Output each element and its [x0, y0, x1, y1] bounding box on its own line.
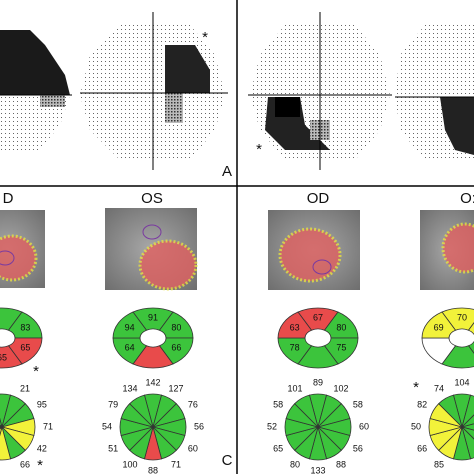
radial-value: 80 — [290, 459, 300, 469]
radial-sector — [294, 394, 319, 428]
radial-value: 60 — [188, 443, 198, 453]
ring-value: 69 — [434, 322, 444, 332]
field-defect — [440, 97, 474, 155]
field-plot — [0, 95, 70, 150]
field-defect — [165, 45, 210, 93]
eye-label: OS — [141, 190, 163, 207]
radial-value: 65 — [273, 443, 283, 453]
asterisk: * — [37, 457, 43, 474]
lesion — [441, 222, 474, 274]
ring-sector — [421, 311, 457, 339]
ring-value: 94 — [125, 322, 135, 332]
radial-value: 60 — [359, 421, 369, 431]
radial-value: 56 — [353, 443, 363, 453]
fundus-images — [0, 208, 474, 291]
radial-value: 88 — [336, 459, 346, 469]
ring-value: 65 — [0, 352, 7, 362]
radial-sector — [129, 394, 154, 428]
radial-value: 134 — [122, 383, 137, 393]
radial-value: 79 — [108, 399, 118, 409]
radial-value: 66 — [417, 443, 427, 453]
radial-sector — [438, 394, 463, 428]
radial-value: 85 — [434, 459, 444, 469]
ring-sector — [467, 322, 474, 336]
ring-value: 91 — [148, 312, 158, 322]
radial-sector — [0, 417, 3, 428]
asterisk: * — [202, 29, 208, 46]
field-defect — [0, 30, 70, 95]
field-defect — [165, 93, 183, 123]
field-defect — [275, 97, 300, 117]
lesion — [278, 227, 342, 283]
visual-fields — [0, 12, 474, 170]
radial-value: 54 — [102, 421, 112, 431]
radial-value: 101 — [287, 383, 302, 393]
ring-value: 64 — [125, 342, 135, 352]
radial-value: 66 — [20, 459, 30, 469]
radial-value: 71 — [171, 459, 181, 469]
ring-value: 83 — [20, 322, 30, 332]
asterisk: * — [33, 363, 39, 380]
radial-value: 58 — [273, 399, 283, 409]
lesion — [0, 234, 38, 282]
eye-label: D — [3, 190, 14, 207]
radial-value: 51 — [108, 443, 118, 453]
eye-label: OD — [307, 190, 330, 207]
ring-sector — [112, 311, 148, 339]
radial-value: 58 — [353, 399, 363, 409]
radial-value: 104 — [454, 377, 469, 387]
ring-sector — [0, 345, 23, 369]
radial-value: 56 — [194, 421, 204, 431]
ring-value: 65 — [20, 342, 30, 352]
panel-label: C — [222, 452, 233, 469]
radial-value: 50 — [411, 421, 421, 431]
radial-value: 142 — [145, 377, 160, 387]
radial-value: 82 — [417, 399, 427, 409]
radial-value: 21 — [20, 383, 30, 393]
radial-value: 52 — [267, 421, 277, 431]
ring-value: 67 — [313, 312, 323, 322]
radial-value: 95 — [37, 399, 47, 409]
radial-value: 100 — [122, 459, 137, 469]
radial-value: 102 — [333, 383, 348, 393]
eye-label: O: — [460, 190, 474, 207]
fixation — [142, 224, 162, 240]
radial-value: 76 — [188, 399, 198, 409]
fixation — [312, 259, 332, 275]
panel-label: A — [222, 163, 232, 180]
radial-value: 127 — [168, 383, 183, 393]
ring-sector — [467, 340, 474, 354]
asterisk: * — [413, 379, 419, 396]
ring-sector — [277, 311, 313, 339]
radial-value: 89 — [313, 377, 323, 387]
radial-value: 74 — [434, 383, 444, 393]
field-defect — [40, 95, 65, 107]
radial-value: 71 — [43, 421, 53, 431]
fixation — [0, 250, 15, 266]
lesion — [138, 239, 198, 291]
ring-value: 78 — [290, 342, 300, 352]
ring-value: 70 — [457, 312, 467, 322]
ring-sector — [441, 307, 474, 331]
ring-value: 75 — [336, 342, 346, 352]
asterisk: * — [256, 141, 262, 158]
ring-value: 63 — [290, 322, 300, 332]
ring-value: 80 — [171, 322, 181, 332]
radial-value: 133 — [310, 465, 325, 474]
ring-value: 80 — [336, 322, 346, 332]
ring-value: 66 — [171, 342, 181, 352]
radial-value: 88 — [148, 465, 158, 474]
radial-value: 42 — [37, 443, 47, 453]
